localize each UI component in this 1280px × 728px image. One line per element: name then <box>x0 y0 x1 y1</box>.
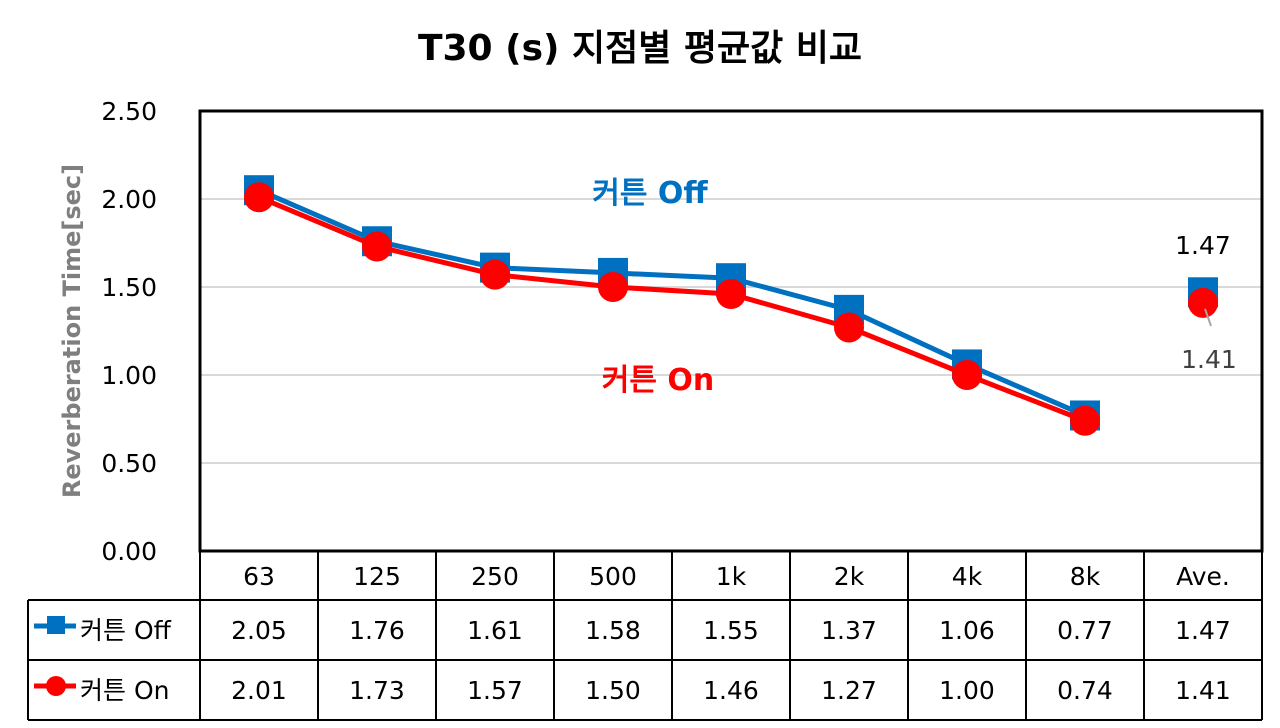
series-point <box>598 272 628 302</box>
series-annotation: 커튼 Off <box>592 176 708 211</box>
data-label: 1.41 <box>1181 345 1237 374</box>
y-tick-label: 1.00 <box>101 361 157 390</box>
y-tick-label: 0.00 <box>101 537 157 566</box>
series-point <box>244 182 274 213</box>
annotations: 커튼 Off 커튼 On 1.47 1.41 <box>592 176 1237 398</box>
table-cell: 1.50 <box>585 676 641 705</box>
x-tick-label: 250 <box>471 562 519 591</box>
table-cell: 1.47 <box>1175 616 1231 645</box>
x-tick-label: 8k <box>1070 562 1101 591</box>
data-table: 63 125 250 500 1k 2k 4k 8k Ave. 커튼 Off 2.05 1.76 1.6… <box>27 550 1263 721</box>
series-point <box>1188 287 1218 318</box>
y-tick-label: 2.50 <box>101 97 157 126</box>
plot-area-frame <box>198 109 1264 553</box>
table-cell: 2.05 <box>231 616 287 645</box>
x-tick-label: 125 <box>353 562 401 591</box>
table-cell: 1.46 <box>703 676 759 705</box>
y-axis-label: Reverberation Time[sec] <box>58 164 86 498</box>
table-cell: 0.74 <box>1057 676 1113 705</box>
legend-label: 커튼 On <box>80 676 169 705</box>
table-cell: 1.57 <box>467 676 523 705</box>
legend-label: 커튼 Off <box>80 616 172 645</box>
x-tick-label: 1k <box>716 562 747 591</box>
y-tick-label: 1.50 <box>101 273 157 302</box>
series-annotation: 커튼 On <box>602 363 715 398</box>
series-point <box>834 312 864 343</box>
y-tick-labels: 0.00 0.50 1.00 1.50 2.00 2.50 <box>101 97 157 566</box>
table-cell: 1.37 <box>821 616 877 645</box>
x-tick-label: Ave. <box>1176 562 1230 591</box>
x-tick-label: 4k <box>952 562 983 591</box>
table-cell: 1.27 <box>821 676 877 705</box>
table-cell: 1.55 <box>703 616 759 645</box>
series-point <box>1070 405 1100 436</box>
legend-key-marker <box>47 616 65 634</box>
y-tick-label: 2.00 <box>101 185 157 214</box>
table-cell: 1.06 <box>939 616 995 645</box>
series-point <box>480 259 510 290</box>
table-cell: 1.61 <box>467 616 523 645</box>
y-tick-label: 0.50 <box>101 449 157 478</box>
leader-line <box>1204 308 1212 327</box>
series-point <box>716 279 746 310</box>
series-line <box>258 194 1086 424</box>
table-cell: 2.01 <box>231 676 287 705</box>
table-cell: 1.41 <box>1175 676 1231 705</box>
legend-key-marker <box>46 676 66 696</box>
table-cell: 0.77 <box>1057 616 1113 645</box>
series-point <box>362 231 392 262</box>
x-tick-label: 500 <box>589 562 637 591</box>
x-tick-label: 2k <box>834 562 865 591</box>
data-label: 1.47 <box>1175 231 1231 260</box>
chart-title: T30 (s) 지점별 평균값 비교 <box>418 28 862 69</box>
table-cell: 1.00 <box>939 676 995 705</box>
x-tick-label: 63 <box>243 562 275 591</box>
series-point <box>952 360 982 390</box>
table-cell: 1.58 <box>585 616 641 645</box>
series-line <box>258 187 1086 418</box>
series-layer <box>244 175 1218 436</box>
table-cell: 1.73 <box>349 676 405 705</box>
table-cell: 1.76 <box>349 616 405 645</box>
